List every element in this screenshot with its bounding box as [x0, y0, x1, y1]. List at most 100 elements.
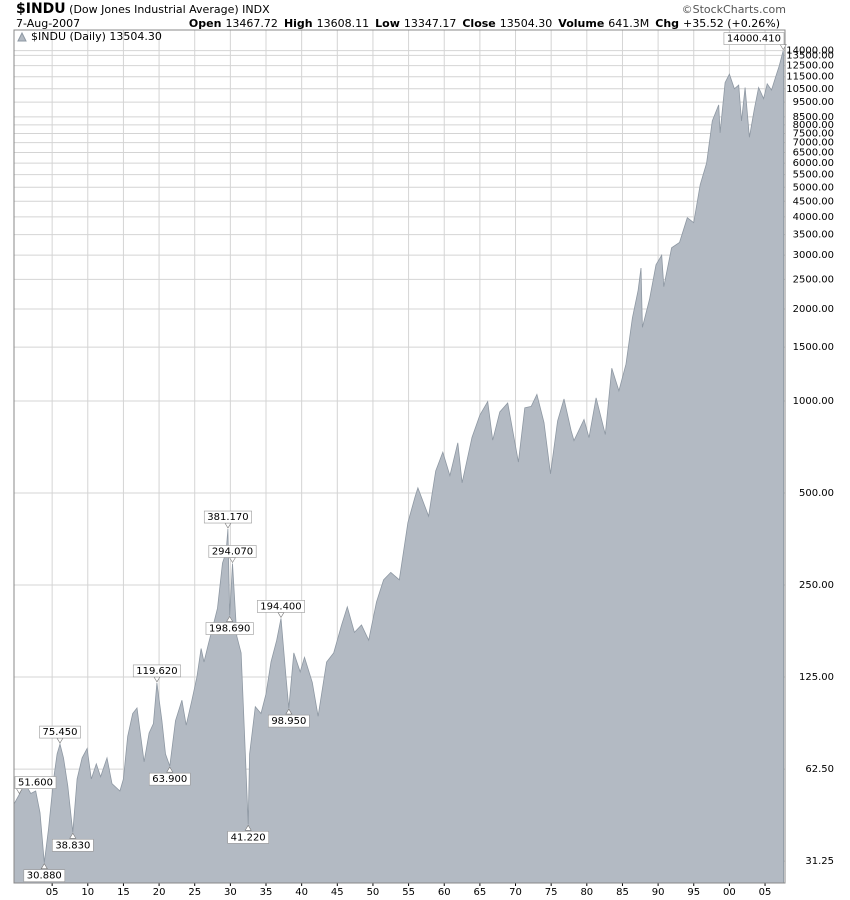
x-tick-label: 05 [759, 887, 772, 898]
y-tick-label: 14000.00 [786, 46, 834, 57]
annotation-box [205, 622, 254, 635]
legend-icon [17, 31, 27, 42]
annotation-label: 198.690 [209, 624, 250, 635]
annotation-box [723, 32, 785, 45]
index-name: (Dow Jones Industrial Average) [69, 3, 239, 16]
x-tick-label: 65 [474, 887, 487, 898]
legend-label: $INDU (Daily) 13504.30 [31, 30, 162, 43]
y-tick-label: 9500.00 [793, 97, 834, 108]
y-tick-label: 13500.00 [786, 50, 834, 61]
x-tick-label: 40 [295, 887, 308, 898]
y-tick-label: 6000.00 [793, 158, 834, 169]
annotation-label: 381.170 [207, 512, 248, 523]
quote-value: 13504.30 [499, 17, 553, 30]
y-tick-label: 7000.00 [793, 138, 834, 149]
y-tick-label: 62.50 [805, 764, 834, 775]
y-tick-label: 11500.00 [786, 72, 834, 83]
annotation: 41.220 [227, 831, 269, 844]
annotation-box [148, 772, 191, 786]
annotation-marker [226, 615, 234, 622]
annotation-label: 63.900 [152, 774, 187, 785]
annotation-box [268, 714, 310, 728]
x-tick-label: 35 [260, 887, 273, 898]
x-tick-label: 90 [652, 887, 665, 898]
x-tick-label: 55 [402, 887, 415, 898]
date: 7-Aug-2007 [16, 17, 81, 30]
x-tick-label: 75 [545, 887, 558, 898]
quote-value: 641.3M [608, 17, 650, 30]
quote-label: Close [462, 17, 496, 30]
copyright: ©StockCharts.com [681, 3, 786, 16]
annotation-marker [244, 824, 252, 831]
x-tick-label: 15 [117, 887, 130, 898]
y-tick-label: 2500.00 [793, 274, 834, 285]
annotation-box [257, 600, 305, 613]
annotation-box [132, 664, 181, 678]
y-tick-label: 4500.00 [793, 196, 834, 207]
annotation-box [14, 776, 57, 789]
x-tick-label: 85 [616, 887, 629, 898]
annotation-box [227, 831, 269, 844]
annotation-box [52, 838, 94, 852]
annotation-label: 38.830 [55, 840, 90, 851]
quote-label: Open [188, 17, 222, 30]
x-tick-label: 95 [687, 887, 700, 898]
x-tick-label: 20 [153, 887, 166, 898]
quote-label: Low [375, 17, 400, 30]
y-tick-label: 6500.00 [793, 147, 834, 158]
y-tick-label: 3000.00 [793, 250, 834, 261]
x-tick-label: 60 [438, 887, 451, 898]
annotation: 30.880 [23, 869, 66, 882]
y-tick-label: 5500.00 [793, 170, 834, 181]
y-tick-label: 10500.00 [786, 84, 834, 95]
x-tick-label: 70 [509, 887, 522, 898]
annotation: 63.900 [148, 772, 191, 786]
annotation-label: 294.070 [212, 546, 253, 557]
x-tick-label: 45 [331, 887, 344, 898]
exchange: INDX [242, 3, 270, 16]
y-tick-label: 4000.00 [793, 212, 834, 223]
x-tick-label: 30 [224, 887, 237, 898]
y-tick-label: 12500.00 [786, 61, 834, 72]
annotation-label: 30.880 [27, 871, 62, 882]
annotation-box [203, 510, 252, 524]
x-tick-label: 00 [723, 887, 736, 898]
annotation-label: 119.620 [136, 666, 177, 677]
annotation: 51.600 [14, 776, 57, 789]
x-tick-label: 25 [188, 887, 201, 898]
annotation: 198.690 [205, 622, 254, 635]
x-tick-label: 80 [580, 887, 593, 898]
x-tick-label: 05 [46, 887, 59, 898]
quote-row: Open 13467.72 High 13608.11 Low 13347.17 Close… [189, 17, 786, 30]
plot-border [13, 29, 786, 884]
y-tick-label: 2000.00 [793, 304, 834, 315]
annotation: 194.400 [257, 600, 305, 613]
annotation-marker [166, 766, 174, 773]
annotation-marker [69, 832, 77, 839]
quote-label: Volume [558, 17, 605, 30]
y-tick-label: 250.00 [799, 580, 834, 591]
annotation-marker [40, 863, 48, 869]
y-tick-label: 3500.00 [793, 230, 834, 241]
quote-label: Chg [655, 17, 680, 30]
y-tick-label: 125.00 [799, 672, 834, 683]
x-tick-label: 50 [367, 887, 380, 898]
annotation-label: 41.220 [231, 832, 266, 843]
annotation-box [39, 725, 81, 739]
title-row: $INDU (Dow Jones Industrial Average) IND… [16, 1, 270, 17]
annotation-label: 98.950 [271, 716, 306, 727]
annotation: 98.950 [268, 714, 310, 728]
annotation: 14000.410 [723, 32, 785, 45]
quote-value: 13608.11 [316, 17, 370, 30]
annotation-label: 75.450 [42, 727, 77, 738]
y-tick-label: 5000.00 [793, 182, 834, 193]
annotation: 294.070 [208, 545, 257, 558]
area [13, 50, 784, 884]
annotation-box [23, 869, 66, 882]
annotation-label: 14000.410 [727, 34, 781, 45]
symbol: $INDU [16, 1, 66, 17]
quote-label: High [283, 17, 313, 30]
quote-value: 13347.17 [403, 17, 457, 30]
x-tick-label: 10 [81, 887, 94, 898]
